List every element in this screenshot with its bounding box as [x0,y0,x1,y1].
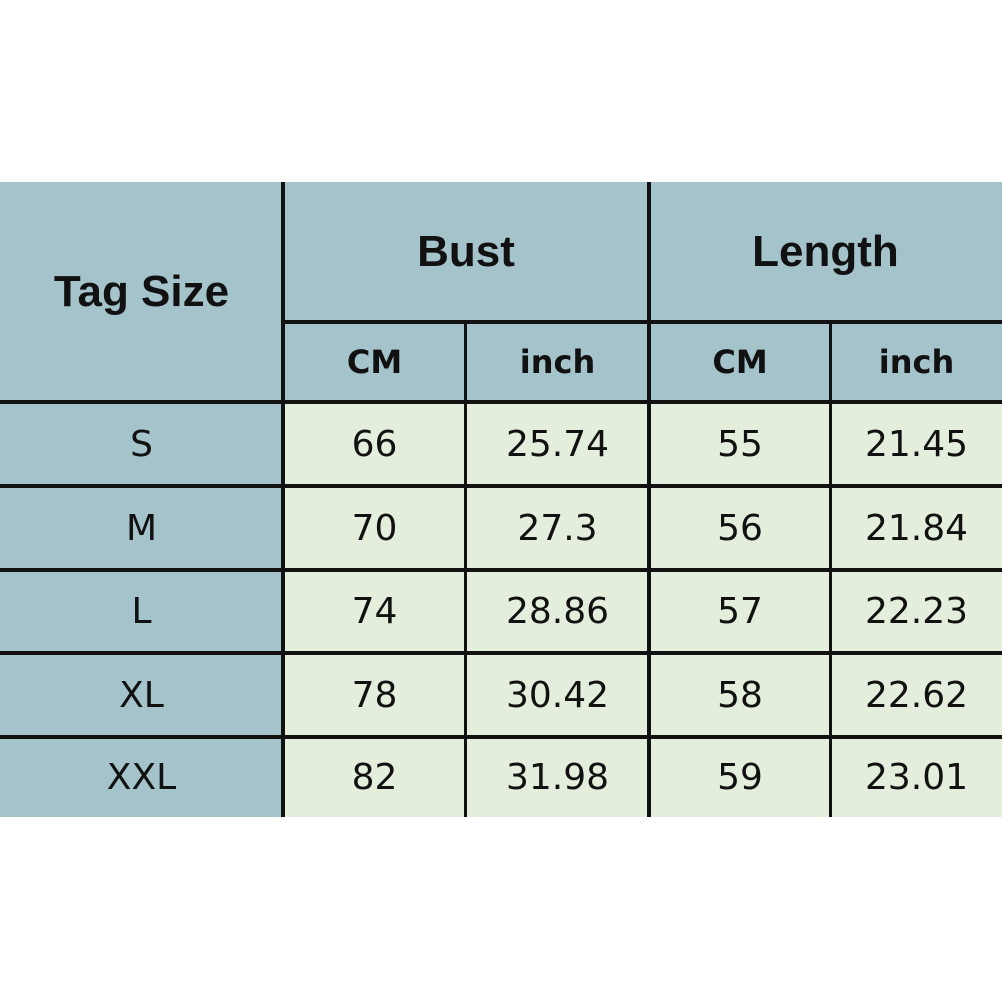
unit-header: CM [283,322,466,402]
measurement: 21.84 [831,486,1002,570]
group-header: Length [649,182,1002,322]
measurement: 59 [649,737,831,817]
measurement: 22.23 [831,570,1002,653]
measurement: 27.3 [466,486,649,570]
grid-line [281,182,285,817]
grid-line [0,568,1002,572]
measurement: 23.01 [831,737,1002,817]
measurement: 55 [649,402,831,486]
measurement: 57 [649,570,831,653]
grid-line [0,400,1002,404]
grid-line [0,735,1002,739]
unit-header: inch [466,322,649,402]
measurement: 25.74 [466,402,649,486]
measurement: 66 [283,402,466,486]
unit-header: inch [831,322,1002,402]
size-label: L [0,570,283,653]
measurement: 28.86 [466,570,649,653]
size-label: XXL [0,737,283,817]
measurement: 58 [649,653,831,737]
size-label: M [0,486,283,570]
size-label: XL [0,653,283,737]
grid-line [647,182,651,817]
measurement: 70 [283,486,466,570]
measurement: 21.45 [831,402,1002,486]
measurement: 78 [283,653,466,737]
measurement: 22.62 [831,653,1002,737]
measurement: 82 [283,737,466,817]
measurement: 56 [649,486,831,570]
measurement: 74 [283,570,466,653]
grid-line [283,320,1002,324]
size-label: S [0,402,283,486]
unit-header: CM [649,322,831,402]
measurement: 31.98 [466,737,649,817]
tag-size-header: Tag Size [0,182,283,402]
measurement: 30.42 [466,653,649,737]
grid-line [0,651,1002,655]
group-header: Bust [283,182,649,322]
grid-line [0,484,1002,488]
